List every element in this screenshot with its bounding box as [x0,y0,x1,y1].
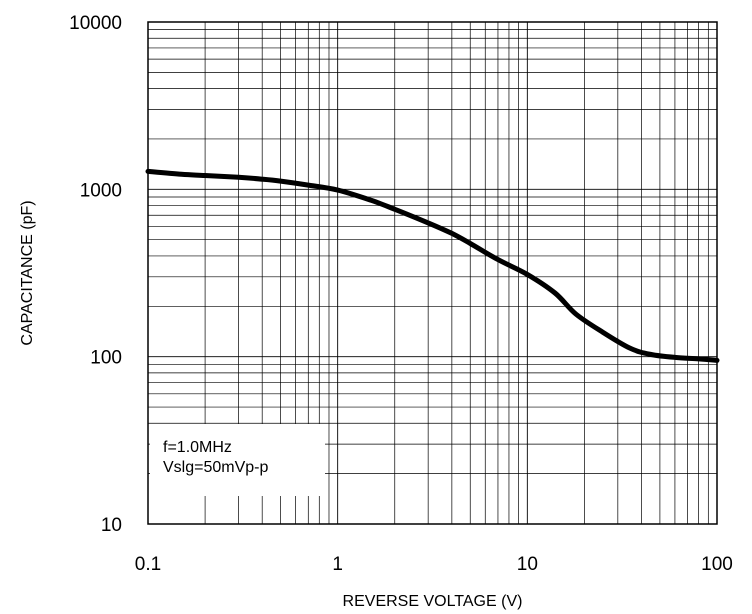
y-tick-labels: 10 100 1000 10000 [69,13,122,536]
x-tick-label: 0.1 [135,554,161,575]
y-axis-title: CAPACITANCE (pF) [19,200,36,345]
annotation-signal-level: Vslg=50mVp-p [163,459,268,476]
capacitance-series-line [145,168,720,363]
y-tick-label: 10 [101,515,122,536]
x-tick-label: 100 [701,554,733,575]
x-tick-label: 10 [517,554,538,575]
plot-frame [147,21,718,525]
y-tick-label: 1000 [80,180,122,201]
annotation-background [150,424,325,496]
y-tick-label: 10000 [69,13,122,34]
x-tick-labels: 0.1 1 10 100 [135,554,733,575]
x-tick-label: 1 [332,554,343,575]
grid-lines [148,22,717,524]
y-tick-label: 100 [90,348,122,369]
annotation-box: f=1.0MHz Vslg=50mVp-p [150,424,325,496]
annotation-frequency: f=1.0MHz [163,439,232,456]
x-axis-title: REVERSE VOLTAGE (V) [343,593,523,610]
